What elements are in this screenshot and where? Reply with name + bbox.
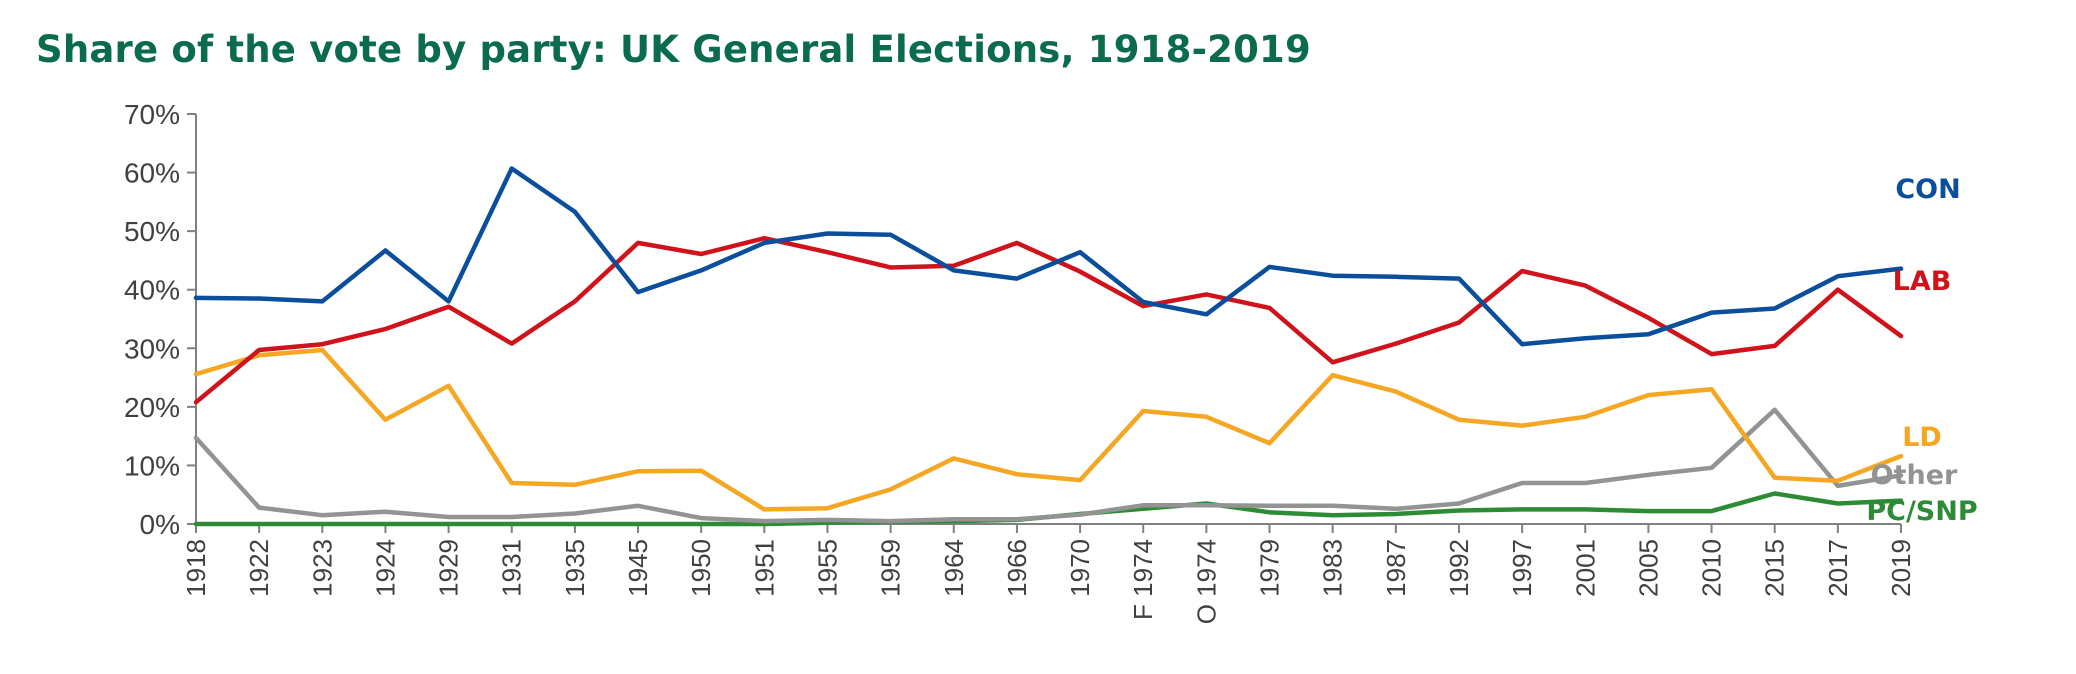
y-tick-label: 50%	[124, 216, 180, 247]
x-tick-label: 2005	[1633, 539, 1663, 597]
series-label-pc-snp: PC/SNP	[1866, 496, 1977, 527]
x-tick-label: 1955	[812, 539, 842, 597]
chart-title: Share of the vote by party: UK General E…	[36, 28, 1311, 71]
series-label-con: CON	[1895, 174, 1960, 205]
y-tick-label: 60%	[124, 158, 180, 189]
x-tick-label: 1922	[244, 539, 274, 597]
x-tick-label: 2019	[1886, 539, 1916, 597]
series-label-ld: LD	[1902, 422, 1942, 453]
series-label-other: Other	[1871, 460, 1958, 491]
series-lines	[193, 166, 1904, 527]
y-tick-label: 0%	[140, 509, 180, 540]
series-labels: CON LAB LD Other PC/SNP	[1866, 174, 1977, 527]
x-tick-label: F 1974	[1128, 539, 1158, 620]
x-tick-label: 1951	[749, 539, 779, 597]
series-line-lab	[193, 235, 1904, 405]
x-tick-label: 1929	[434, 539, 464, 597]
x-tick-label: 2015	[1760, 539, 1790, 597]
series-line-con	[193, 166, 1904, 347]
x-tick-label: 1945	[623, 539, 653, 597]
y-tick-label: 70%	[124, 99, 180, 130]
series-line-pc-snp	[193, 491, 1904, 527]
x-tick-label: 1966	[1002, 539, 1032, 597]
x-tick-label: 1950	[686, 539, 716, 597]
x-tick-label: 1964	[939, 539, 969, 597]
x-tick-label: 1987	[1381, 539, 1411, 597]
x-tick-label: 1983	[1318, 539, 1348, 597]
x-tick-label: 1959	[876, 539, 906, 597]
x-tick-label: 1918	[181, 539, 211, 597]
x-tick-label: 2010	[1697, 539, 1727, 597]
y-tick-label: 10%	[124, 450, 180, 481]
y-tick-label: 30%	[124, 333, 180, 364]
x-tick-label: 2001	[1570, 539, 1600, 597]
y-tick-label: 40%	[124, 275, 180, 306]
x-tick-label: O 1974	[1191, 539, 1221, 624]
x-tick-label: 1970	[1065, 539, 1095, 597]
x-tick-label: 1997	[1507, 539, 1537, 597]
x-tick-label: 1992	[1444, 539, 1474, 597]
series-line-ld	[193, 347, 1904, 512]
y-tick-label: 20%	[124, 392, 180, 423]
series-line-other	[193, 407, 1904, 524]
x-tick-label: 2017	[1823, 539, 1853, 597]
x-tick-label: 1931	[497, 539, 527, 597]
axes: 0% 10% 20% 30% 40% 50% 60% 70% 1918 1922 1923 1924 1…	[124, 99, 1916, 624]
x-tick-label: 1935	[560, 539, 590, 597]
x-tick-label: 1979	[1255, 539, 1285, 597]
x-tick-label: 1924	[370, 539, 400, 597]
x-tick-label: 1923	[307, 539, 337, 597]
series-label-lab: LAB	[1893, 266, 1952, 297]
